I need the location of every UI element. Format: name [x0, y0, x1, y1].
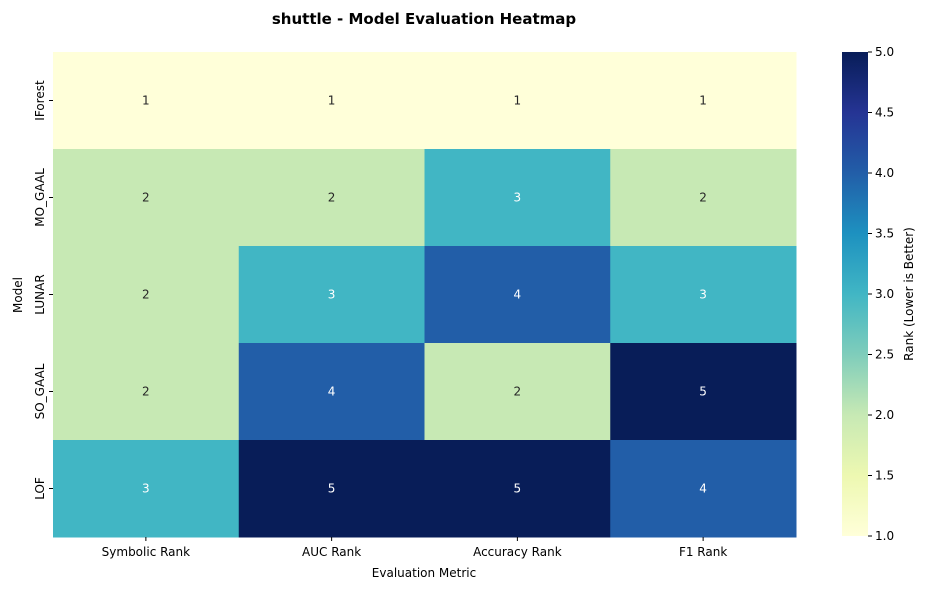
cell-value-label: 2: [142, 385, 150, 399]
cell-value-label: 2: [142, 191, 150, 205]
cell-value-label: 3: [328, 288, 336, 302]
heatmap-cell: [238, 246, 425, 344]
x-axis-label: Evaluation Metric: [372, 566, 476, 580]
heatmap-cell: [238, 149, 425, 247]
y-axis-label: Model: [11, 277, 25, 313]
heatmap-cell: [53, 52, 240, 150]
x-tick-label: Symbolic Rank: [102, 545, 190, 559]
heatmap-cell: [610, 343, 797, 441]
x-tick-label: AUC Rank: [302, 545, 361, 559]
heatmap-cell: [610, 440, 797, 538]
cell-value-label: 5: [699, 385, 707, 399]
cell-value-label: 1: [699, 94, 707, 108]
cell-value-label: 2: [699, 191, 707, 205]
heatmap-cell: [424, 246, 611, 344]
heatmap-cell: [53, 149, 240, 247]
colorbar-tick-label: 1.0: [875, 529, 894, 543]
y-tick-labels: IForest MO_GAAL LUNAR SO_GAAL LOF: [33, 80, 53, 500]
cell-value-label: 5: [514, 482, 522, 496]
cell-value-label: 1: [328, 94, 336, 108]
colorbar-tick-label: 2.5: [875, 348, 894, 362]
x-tick-label: F1 Rank: [679, 545, 727, 559]
y-tick-label: SO_GAAL: [33, 363, 47, 419]
cell-value-label: 4: [699, 482, 707, 496]
cell-value-label: 4: [328, 385, 336, 399]
cell-value-label: 3: [142, 482, 150, 496]
heatmap-cell: [610, 52, 797, 150]
colorbar-tick-label: 4.5: [875, 106, 894, 120]
colorbar: [842, 52, 868, 536]
colorbar-tick-label: 3.0: [875, 287, 894, 301]
x-tick-labels: Symbolic Rank AUC Rank Accuracy Rank F1 Ran…: [102, 537, 727, 559]
cell-value-label: 3: [699, 288, 707, 302]
chart-title: shuttle - Model Evaluation Heatmap: [272, 10, 576, 28]
heatmap-cell: [424, 440, 611, 538]
cell-value-label: 3: [514, 191, 522, 205]
y-tick-label: MO_GAAL: [33, 168, 47, 227]
cell-value-label: 5: [328, 482, 336, 496]
heatmap-cell: [424, 52, 611, 150]
cell-value-label: 2: [328, 191, 336, 205]
y-tick-label: LUNAR: [33, 274, 47, 314]
cell-value-label: 2: [142, 288, 150, 302]
heatmap-cell: [53, 343, 240, 441]
colorbar-ticks: 1.0 1.5 2.0 2.5 3.0 3.5 4.0 4.5 5.0: [868, 45, 894, 543]
cell-value-label: 1: [514, 94, 522, 108]
colorbar-label: Rank (Lower is Better): [902, 227, 916, 361]
colorbar-tick-label: 3.5: [875, 227, 894, 241]
colorbar-tick-label: 5.0: [875, 45, 894, 59]
colorbar-tick-label: 1.5: [875, 469, 894, 483]
cell-value-label: 2: [514, 385, 522, 399]
colorbar-tick-label: 2.0: [875, 408, 894, 422]
heatmap-cell: [238, 343, 425, 441]
cell-value-label: 4: [514, 288, 522, 302]
heatmap-cell: [424, 149, 611, 247]
heatmap-cell: [238, 52, 425, 150]
y-tick-label: LOF: [33, 477, 47, 500]
y-tick-label: IForest: [33, 80, 47, 121]
heatmap-cell: [238, 440, 425, 538]
colorbar-tick-label: 4.0: [875, 166, 894, 180]
cell-value-label: 1: [142, 94, 150, 108]
heatmap-cells: 1 1 1 1 2 2 3 2 2 3 4 3 2 4 2 5 3 5 5 4: [53, 52, 797, 538]
heatmap-cell: [53, 246, 240, 344]
x-tick-label: Accuracy Rank: [473, 545, 562, 559]
heatmap-cell: [424, 343, 611, 441]
heatmap-cell: [610, 149, 797, 247]
heatmap-cell: [610, 246, 797, 344]
heatmap-cell: [53, 440, 240, 538]
